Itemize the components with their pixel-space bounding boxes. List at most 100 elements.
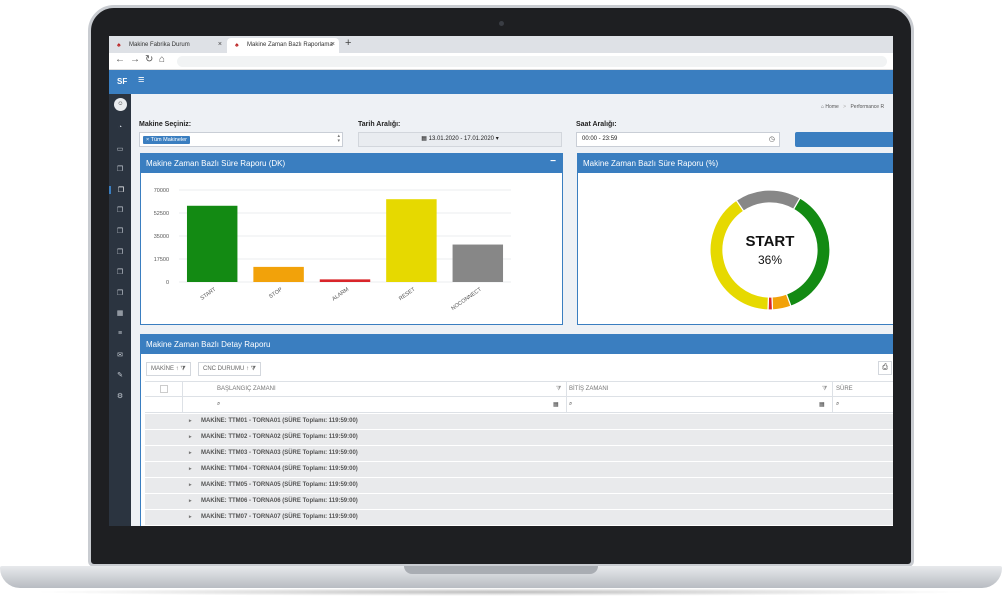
- table-row[interactable]: ▸ MAKİNE: TTM05 - TORNA05 (SÜRE Toplamı: …: [145, 478, 893, 494]
- date-range-button[interactable]: ▦ 13.01.2020 - 17.01.2020 ▾: [358, 132, 562, 147]
- new-tab-icon[interactable]: +: [345, 37, 352, 49]
- select-all-checkbox[interactable]: [160, 385, 168, 393]
- bar-start[interactable]: [186, 205, 238, 282]
- column-header-duration[interactable]: SÜRE: [836, 386, 853, 392]
- close-tab-icon[interactable]: ×: [217, 41, 222, 48]
- calendar-icon[interactable]: ▦: [553, 402, 559, 408]
- row-label: MAKİNE: TTM01 - TORNA01 (SÜRE Toplamı: 1…: [201, 418, 358, 424]
- date-range-label: Tarih Aralığı:: [358, 121, 401, 128]
- expand-caret-icon[interactable]: ▸: [189, 434, 192, 440]
- filter-icon[interactable]: ⧩: [556, 386, 562, 392]
- time-range-value: 00:00 - 23:59: [582, 136, 618, 142]
- table-row[interactable]: ▸ MAKİNE: TTM01 - TORNA01 (SÜRE Toplamı: …: [145, 414, 893, 430]
- copy-icon[interactable]: ❐: [116, 207, 124, 215]
- donut-center-label: START: [746, 233, 795, 250]
- group-by-cnc-button[interactable]: CNC DURUMU ↑ ⧩: [198, 362, 262, 376]
- expand-caret-icon[interactable]: ▸: [189, 450, 192, 456]
- table-row[interactable]: ▸ MAKİNE: TTM03 - TORNA03 (SÜRE Toplamı: …: [145, 446, 893, 462]
- filter-icon[interactable]: ⧩: [822, 386, 828, 392]
- bar-noconnect[interactable]: [452, 244, 504, 282]
- breadcrumb: ⌂ Home > Performance R: [821, 104, 884, 110]
- table-row[interactable]: ▸ MAKİNE: TTM02 - TORNA02 (SÜRE Toplamı: …: [145, 430, 893, 446]
- laptop-shadow: [30, 588, 972, 596]
- dashboard-icon[interactable]: ◔: [117, 124, 123, 131]
- copy-icon[interactable]: ❐: [109, 185, 131, 194]
- slice-noconnect[interactable]: [735, 189, 801, 212]
- camera-dot: [499, 21, 504, 26]
- expand-caret-icon[interactable]: ▸: [189, 466, 192, 472]
- expand-caret-icon[interactable]: ▸: [189, 514, 192, 520]
- search-icon[interactable]: ⌕: [569, 401, 573, 407]
- row-label: MAKİNE: TTM05 - TORNA05 (SÜRE Toplamı: 1…: [201, 482, 358, 488]
- x-tick-label: RESET: [398, 286, 417, 302]
- reload-icon[interactable]: ↻: [145, 54, 154, 65]
- bar-alarm[interactable]: [319, 279, 371, 282]
- time-range-input[interactable]: 00:00 - 23:59 ◷: [576, 132, 780, 147]
- mail-icon[interactable]: ✉: [117, 351, 123, 359]
- panel-title: Makine Zaman Bazlı Detay Raporu: [146, 340, 271, 349]
- list-icon[interactable]: ≡: [117, 330, 123, 337]
- search-icon[interactable]: ⌕: [217, 401, 221, 407]
- forward-arrow-icon[interactable]: →: [130, 54, 140, 65]
- column-header-end[interactable]: BİTİŞ ZAMANI: [569, 386, 609, 392]
- gear-icon[interactable]: ⚙: [116, 392, 124, 400]
- copy-icon[interactable]: ❐: [116, 248, 124, 256]
- bar-reset[interactable]: [386, 199, 437, 282]
- copy-icon[interactable]: ❐: [116, 269, 124, 277]
- group-by-machine-button[interactable]: MAKİNE ↑ ⧩: [146, 362, 191, 376]
- x-tick-label: ALARM: [331, 286, 350, 302]
- breadcrumb-home[interactable]: Home: [825, 104, 839, 110]
- back-arrow-icon[interactable]: ←: [115, 54, 125, 65]
- table-row[interactable]: ▸ MAKİNE: TTM04 - TORNA04 (SÜRE Toplamı: …: [145, 462, 893, 478]
- app-header: SF ≡: [109, 70, 893, 94]
- x-tick-label: START: [200, 286, 218, 301]
- bar-stop[interactable]: [253, 266, 304, 282]
- browser-tab-active[interactable]: ♠ Makine Zaman Bazlı Raporlama ×: [227, 38, 339, 53]
- browser-tab-bar: ♠ Makine Fabrika Durum × ♠ Makine Zaman …: [109, 36, 893, 53]
- address-bar: ← → ↻ ⌂: [109, 53, 893, 70]
- row-label: MAKİNE: TTM02 - TORNA02 (SÜRE Toplamı: 1…: [201, 434, 358, 440]
- calendar-icon[interactable]: ▦: [819, 402, 825, 408]
- slice-start[interactable]: [785, 197, 831, 308]
- column-header-start[interactable]: BAŞLANGIÇ ZAMANI: [217, 386, 276, 392]
- table-row[interactable]: ▸ MAKİNE: TTM06 - TORNA06 (SÜRE Toplamı: …: [145, 494, 893, 510]
- filter-row: ⌕ ▦ ⌕ ▦ ⌕: [145, 397, 893, 413]
- pencil-icon[interactable]: ✎: [117, 372, 123, 380]
- minimize-icon[interactable]: −: [550, 156, 556, 167]
- home-icon[interactable]: ⌂: [159, 54, 166, 65]
- expand-caret-icon[interactable]: ▸: [189, 482, 192, 488]
- copy-icon[interactable]: ❐: [116, 289, 124, 297]
- y-tick-label: 17500: [154, 257, 169, 263]
- favicon-icon: ♠: [235, 42, 239, 49]
- scroll-arrows-icon[interactable]: ▴ ▾: [337, 133, 340, 144]
- tab-label: Makine Fabrika Durum: [129, 42, 190, 48]
- hamburger-icon[interactable]: ≡: [138, 74, 145, 86]
- expand-caret-icon[interactable]: ▸: [189, 418, 192, 424]
- donut-chart: START 36%: [709, 189, 831, 311]
- home-icon: ⌂: [821, 104, 825, 110]
- sidebar: ☺ ◔ ▭ ❐ ❐ ❐ ❐ ❐ ❐ ❐ ▦ ≡ ✉ ✎ ⚙: [109, 94, 131, 526]
- bar-chart-panel: Makine Zaman Bazlı Süre Raporu (DK) − 0 1…: [140, 153, 563, 325]
- apply-button[interactable]: [795, 132, 893, 147]
- close-tab-icon[interactable]: ×: [330, 41, 335, 48]
- panel-header: Makine Zaman Bazlı Süre Raporu (%): [578, 154, 893, 173]
- y-tick-label: 52500: [154, 211, 169, 217]
- monitor-icon[interactable]: ▭: [116, 145, 124, 153]
- donut-chart-panel: Makine Zaman Bazlı Süre Raporu (%) START…: [577, 153, 893, 325]
- url-field[interactable]: [177, 56, 887, 67]
- clock-icon[interactable]: ◷: [768, 136, 775, 143]
- avatar[interactable]: ☺: [114, 98, 127, 111]
- export-icon[interactable]: ⎙: [878, 361, 892, 375]
- search-icon[interactable]: ⌕: [836, 401, 840, 407]
- calendar-icon[interactable]: ▦: [116, 310, 124, 318]
- brand-logo[interactable]: SF: [117, 77, 128, 86]
- table-row[interactable]: ▸ MAKİNE: TTM07 - TORNA07 (SÜRE Toplamı: …: [145, 510, 893, 526]
- browser-tab[interactable]: ♠ Makine Fabrika Durum ×: [109, 38, 226, 53]
- machine-chip[interactable]: × Tüm Makineler: [143, 136, 191, 144]
- copy-icon[interactable]: ❐: [116, 228, 124, 235]
- copy-icon[interactable]: ❐: [116, 166, 124, 174]
- expand-caret-icon[interactable]: ▸: [189, 498, 192, 504]
- y-tick-label: 35000: [154, 234, 169, 240]
- machine-select[interactable]: × Tüm Makineler ▴ ▾: [139, 132, 343, 147]
